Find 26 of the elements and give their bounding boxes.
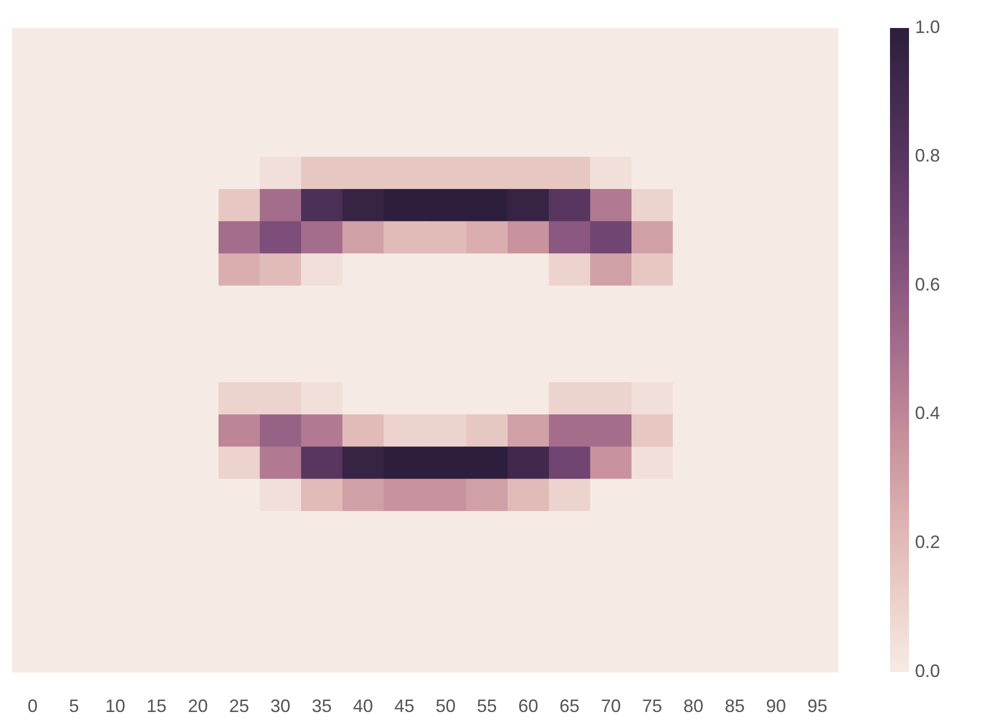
color-bar-label: 0.4 (915, 403, 940, 424)
color-bar-label: 0.8 (915, 146, 940, 166)
x-tick-label: 40 (353, 696, 374, 716)
x-tick-label: 25 (229, 696, 250, 716)
x-tick-label: 95 (807, 696, 828, 716)
x-tick-label: 45 (394, 696, 414, 716)
x-tick-label: 5 (68, 696, 79, 716)
x-tick-label: 55 (476, 696, 497, 716)
color-bar-label: 0.2 (915, 532, 940, 552)
x-tick-label: 0 (28, 696, 38, 716)
x-tick-label: 20 (188, 696, 208, 716)
x-tick-label: 85 (724, 696, 745, 716)
x-tick-label: 10 (105, 696, 126, 716)
x-tick-label: 30 (270, 696, 290, 716)
x-tick-label: 80 (683, 696, 704, 716)
x-tick-label: 50 (436, 696, 456, 716)
color-bar-label: 0.0 (915, 660, 940, 681)
x-tick-label: 70 (600, 696, 621, 716)
x-tick-label: 75 (642, 696, 662, 716)
color-bar-label: 0.6 (915, 274, 940, 294)
x-tick-label: 35 (312, 696, 332, 716)
color-bar-label: 1.0 (915, 16, 940, 37)
x-tick-label: 15 (146, 696, 167, 716)
x-tick-label: 65 (560, 696, 580, 716)
x-tick-label: 90 (766, 696, 786, 716)
x-tick-label: 60 (518, 696, 538, 716)
